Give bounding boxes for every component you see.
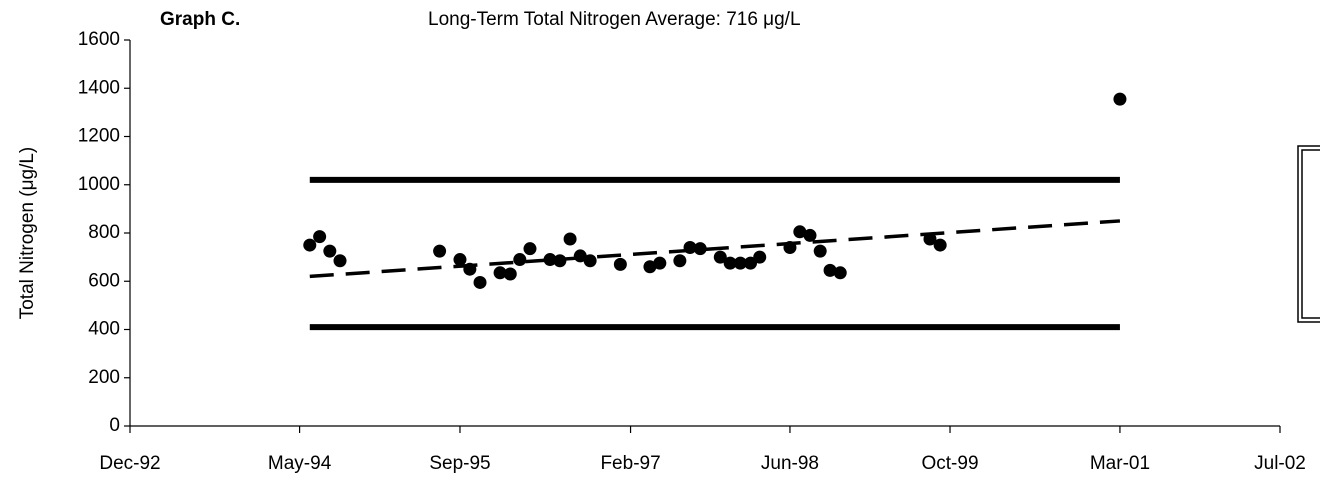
- trend-line: [309, 219, 1121, 279]
- y-tick-label: 0: [109, 415, 120, 436]
- data-point: [453, 253, 467, 267]
- x-tick-label: May-94: [268, 453, 332, 474]
- data-point: [553, 254, 567, 268]
- x-tick-label: Dec-92: [99, 453, 160, 474]
- data-point: [523, 242, 537, 256]
- data-point: [823, 263, 837, 277]
- y-tick-label: 800: [88, 222, 120, 243]
- data-point: [563, 232, 577, 246]
- y-tick-label: 1400: [78, 77, 120, 98]
- y-tick-label: 1000: [78, 174, 120, 195]
- data-point: [513, 253, 527, 267]
- x-tick-label: Feb-97: [600, 453, 660, 474]
- data-point: [753, 250, 767, 264]
- x-tick-label: Sep-95: [429, 453, 490, 474]
- data-point: [744, 256, 758, 270]
- data-point: [793, 225, 807, 239]
- y-tick-label: 1600: [78, 29, 120, 50]
- data-point: [323, 244, 337, 258]
- data-point: [643, 260, 657, 274]
- data-point: [693, 242, 707, 256]
- chart-title: Long-Term Total Nitrogen Average: 716 μg…: [428, 9, 801, 30]
- data-point: [1113, 92, 1127, 106]
- x-tick-label: Jul-02: [1254, 453, 1306, 474]
- data-point: [503, 267, 517, 281]
- y-tick-label: 600: [88, 270, 120, 291]
- data-point: [613, 257, 627, 271]
- x-tick-label: Oct-99: [922, 453, 979, 474]
- data-point: [303, 238, 317, 252]
- data-point: [543, 253, 557, 267]
- data-point: [653, 256, 667, 270]
- y-tick-label: 200: [88, 367, 120, 388]
- data-point: [473, 275, 487, 289]
- x-tick-label: Mar-01: [1090, 453, 1150, 474]
- data-point: [833, 266, 847, 280]
- data-point: [803, 228, 817, 242]
- graph-label: Graph C.: [160, 9, 240, 30]
- data-point: [813, 244, 827, 258]
- data-point: [673, 254, 687, 268]
- data-point: [493, 266, 507, 280]
- legend-box: [1297, 145, 1320, 323]
- legend-box-inner: [1301, 149, 1320, 319]
- data-point: [313, 230, 327, 244]
- data-point: [713, 250, 727, 264]
- data-point: [333, 254, 347, 268]
- x-tick-label: Jun-98: [761, 453, 819, 474]
- data-point: [933, 238, 947, 252]
- data-point: [733, 256, 747, 270]
- data-point: [583, 254, 597, 268]
- y-tick-label: 1200: [78, 126, 120, 147]
- data-point: [433, 244, 447, 258]
- y-axis-label: Total Nitrogen (μg/L): [17, 147, 38, 320]
- y-tick-label: 400: [88, 319, 120, 340]
- data-point: [723, 256, 737, 270]
